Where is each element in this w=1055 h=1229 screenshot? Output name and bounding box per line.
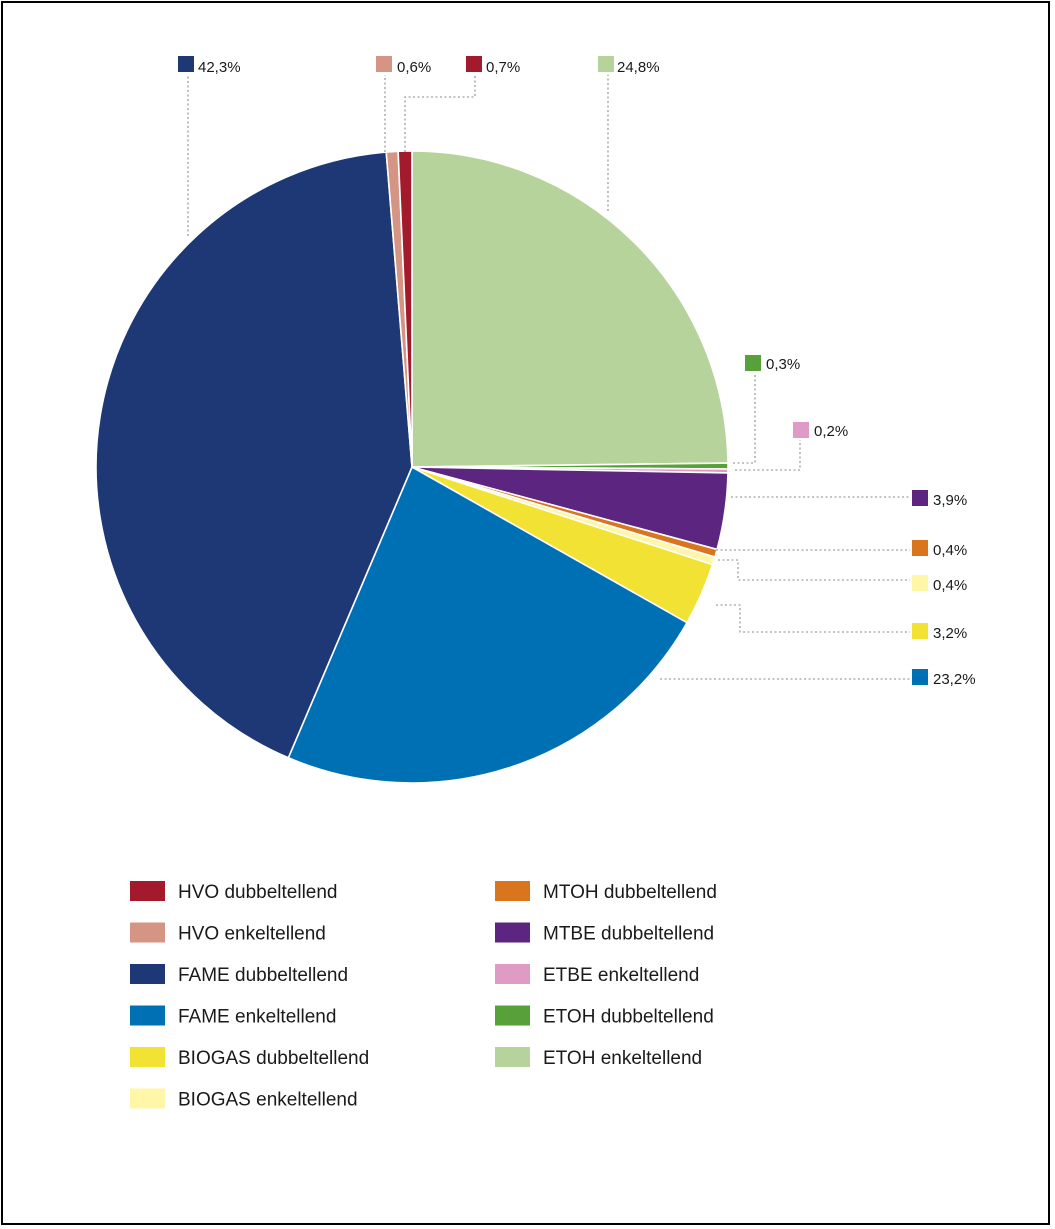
leader-biogas-enkeltellend — [718, 559, 910, 581]
legend-label-mtoh-dubbeltellend: MTOH dubbeltellend — [543, 882, 717, 903]
label-swatch-fame-enkeltellend — [912, 669, 928, 685]
slice-fame-dubbeltellend — [95, 151, 413, 759]
leader-etoh-dubbeltellend — [733, 373, 756, 464]
legend-label-hvo-enkeltellend: HVO enkeltellend — [178, 924, 326, 945]
percent-label-etoh-dubbeltellend: 0,3% — [766, 356, 800, 373]
legend-label-etbe-enkeltellend: ETBE enkeltellend — [543, 965, 699, 986]
legend-label-mtbe-dubbeltellend: MTBE dubbeltellend — [543, 924, 714, 945]
legend-label-etoh-dubbeltellend: ETOH dubbeltellend — [543, 1007, 714, 1028]
label-swatch-biogas-dubbeltellend — [912, 623, 928, 639]
percentage-labels: 24,8% 0,3% 0,2% 3,9% 0,4% 0,4% 3,2% 23,2% 42,3% 0… — [178, 56, 976, 688]
slice-etoh-enkeltellend — [411, 150, 729, 468]
percent-label-etoh-enkeltellend: 24,8% — [617, 59, 660, 76]
percent-label-fame-enkeltellend: 23,2% — [933, 671, 976, 688]
label-swatch-mtoh-dubbeltellend — [912, 540, 928, 556]
legend-swatch-etoh-dubbeltellend — [495, 1005, 530, 1026]
legend-swatch-hvo-dubbeltellend — [130, 881, 165, 901]
label-swatch-hvo-dubbeltellend — [466, 56, 482, 72]
legend-swatch-etoh-enkeltellend — [495, 1047, 530, 1067]
label-swatch-biogas-enkeltellend — [912, 575, 928, 591]
leader-hvo-dubbeltellend — [404, 75, 476, 152]
legend-label-hvo-dubbeltellend: HVO dubbeltellend — [178, 882, 338, 903]
legend-swatch-mtbe-dubbeltellend — [495, 922, 530, 943]
legend-label-etoh-enkeltellend: ETOH enkeltellend — [543, 1048, 702, 1069]
legend-swatch-mtoh-dubbeltellend — [495, 881, 530, 901]
legend-label-fame-enkeltellend: FAME enkeltellend — [178, 1007, 336, 1028]
label-swatch-fame-dubbeltellend — [178, 56, 194, 72]
leader-lines — [187, 75, 910, 680]
legend-swatch-biogas-dubbeltellend — [130, 1047, 165, 1067]
percent-label-etbe-enkeltellend: 0,2% — [814, 423, 848, 440]
pie-slices — [95, 150, 729, 784]
percent-label-mtoh-dubbeltellend: 0,4% — [933, 542, 967, 559]
leader-etbe-enkeltellend — [735, 440, 801, 471]
legend-label-fame-dubbeltellend: FAME dubbeltellend — [178, 965, 348, 986]
percent-label-hvo-dubbeltellend: 0,7% — [486, 59, 520, 76]
label-swatch-etoh-dubbeltellend — [745, 355, 761, 371]
legend-label-biogas-dubbeltellend: BIOGAS dubbeltellend — [178, 1048, 369, 1069]
percent-label-hvo-enkeltellend: 0,6% — [397, 59, 431, 76]
legend: HVO dubbeltellend HVO enkeltellend FAME du… — [130, 881, 717, 1111]
legend-swatch-fame-dubbeltellend — [130, 964, 165, 984]
legend-label-biogas-enkeltellend: BIOGAS enkeltellend — [178, 1090, 358, 1111]
percent-label-biogas-enkeltellend: 0,4% — [933, 577, 967, 594]
slice-fame-enkeltellend — [287, 465, 689, 784]
leader-biogas-dubbeltellend — [716, 604, 910, 633]
percent-label-mtbe-dubbeltellend: 3,9% — [933, 492, 967, 509]
label-swatch-etoh-enkeltellend — [598, 56, 614, 72]
legend-swatch-etbe-enkeltellend — [495, 964, 530, 984]
label-swatch-etbe-enkeltellend — [793, 422, 809, 438]
label-swatch-mtbe-dubbeltellend — [912, 490, 928, 506]
legend-swatch-biogas-enkeltellend — [130, 1088, 165, 1109]
legend-swatch-hvo-enkeltellend — [130, 922, 165, 943]
legend-swatch-fame-enkeltellend — [130, 1005, 165, 1026]
label-swatch-hvo-enkeltellend — [376, 56, 392, 72]
percent-label-fame-dubbeltellend: 42,3% — [198, 59, 241, 76]
percent-label-biogas-dubbeltellend: 3,2% — [933, 625, 967, 642]
